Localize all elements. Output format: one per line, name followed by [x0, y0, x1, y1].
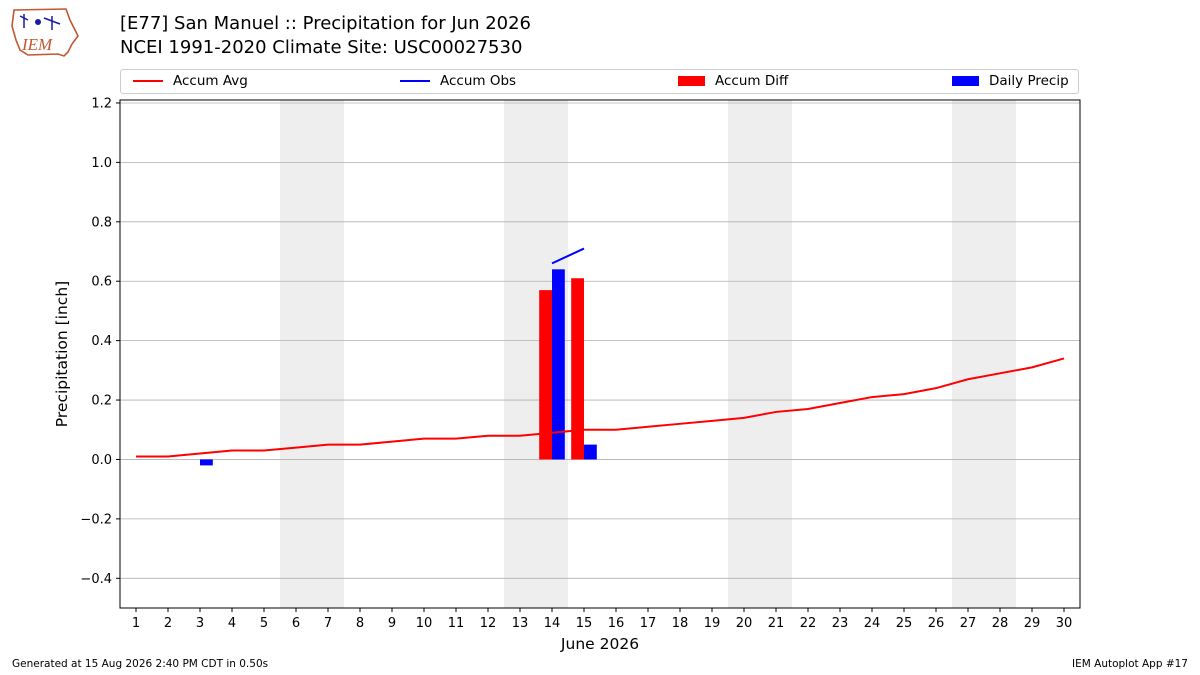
legend-item-accum-obs: Accum Obs [400, 73, 516, 89]
bar-accum-diff [539, 290, 552, 460]
line-accum-avg [136, 357, 1065, 458]
x-tick-label: 27 [960, 616, 977, 631]
lines [136, 247, 1065, 458]
x-tick-label: 22 [800, 616, 817, 631]
weekend-band [280, 100, 344, 608]
x-tick-label: 25 [896, 616, 913, 631]
x-tick-label: 12 [480, 616, 497, 631]
legend-item-daily-precip: Daily Precip [952, 73, 1069, 89]
bar-daily-precip [200, 459, 213, 466]
axis-ticks: −0.4−0.20.00.20.40.60.81.01.21 2 3 4 5 6 7 8 9 10… [80, 96, 1072, 631]
weekend-band [952, 100, 1016, 608]
x-tick-label: 29 [1024, 616, 1041, 631]
bars [200, 269, 597, 466]
x-tick-label: 6 [292, 616, 300, 631]
x-tick-label: 2 [164, 616, 172, 631]
y-tick-label: 1.0 [91, 156, 112, 171]
x-tick-label: 24 [864, 616, 881, 631]
y-axis-label: Precipitation [inch] [53, 281, 71, 427]
x-tick-label: 3 [196, 616, 204, 631]
line-accum-obs [551, 247, 585, 265]
chart-subtitle: NCEI 1991-2020 Climate Site: USC00027530 [120, 37, 523, 58]
x-tick-label: 19 [704, 616, 721, 631]
chart-title: [E77] San Manuel :: Precipitation for Ju… [120, 13, 532, 34]
legend-swatch-accum-avg [133, 80, 163, 82]
legend-label-accum-diff: Accum Diff [715, 73, 789, 89]
bar-daily-precip [584, 444, 597, 460]
x-tick-label: 16 [608, 616, 625, 631]
legend-swatch-accum-diff [678, 76, 705, 86]
iem-logo: IEM [11, 8, 79, 57]
logo-text: IEM [21, 35, 53, 54]
bar-accum-diff [571, 278, 584, 460]
x-axis-label: June 2026 [560, 635, 639, 653]
gridlines [120, 102, 1080, 579]
x-tick-label: 15 [576, 616, 593, 631]
y-tick-label: 0.2 [91, 394, 112, 409]
y-tick-label: 0.0 [91, 453, 112, 468]
legend-item-accum-avg: Accum Avg [133, 73, 248, 89]
legend-swatch-accum-obs [400, 80, 430, 82]
x-tick-label: 7 [324, 616, 332, 631]
x-tick-label: 5 [260, 616, 268, 631]
x-tick-label: 1 [132, 616, 140, 631]
x-tick-label: 4 [228, 616, 236, 631]
x-tick-label: 30 [1056, 616, 1073, 631]
x-tick-label: 14 [544, 616, 561, 631]
x-tick-label: 11 [448, 616, 465, 631]
x-tick-label: 20 [736, 616, 753, 631]
y-tick-label: 0.6 [91, 275, 112, 290]
x-tick-label: 21 [768, 616, 785, 631]
y-tick-label: −0.2 [80, 512, 112, 527]
x-tick-label: 23 [832, 616, 849, 631]
generated-timestamp: Generated at 15 Aug 2026 2:40 PM CDT in … [12, 658, 269, 670]
y-tick-label: −0.4 [80, 572, 112, 587]
weekend-shading [280, 100, 1016, 608]
bar-daily-precip [552, 269, 565, 460]
plot-frame [119, 99, 1081, 609]
y-tick-label: 0.8 [91, 215, 112, 230]
x-tick-label: 10 [416, 616, 433, 631]
y-tick-label: 0.4 [91, 334, 112, 349]
weekend-band [728, 100, 792, 608]
x-tick-label: 8 [356, 616, 364, 631]
x-tick-label: 28 [992, 616, 1009, 631]
x-tick-label: 26 [928, 616, 945, 631]
legend-label-accum-avg: Accum Avg [173, 73, 248, 89]
legend-item-accum-diff: Accum Diff [678, 73, 788, 89]
x-tick-label: 18 [672, 616, 689, 631]
legend-swatch-daily-precip [952, 76, 979, 86]
legend-label-accum-obs: Accum Obs [440, 73, 517, 89]
legend: Accum Avg Accum Obs Accum Diff Daily Pre… [120, 69, 1079, 94]
x-tick-label: 9 [388, 616, 396, 631]
x-tick-label: 13 [512, 616, 529, 631]
legend-label-daily-precip: Daily Precip [989, 73, 1069, 89]
x-tick-label: 17 [640, 616, 657, 631]
y-tick-label: 1.2 [91, 96, 112, 111]
app-id: IEM Autoplot App #17 [1072, 658, 1188, 670]
